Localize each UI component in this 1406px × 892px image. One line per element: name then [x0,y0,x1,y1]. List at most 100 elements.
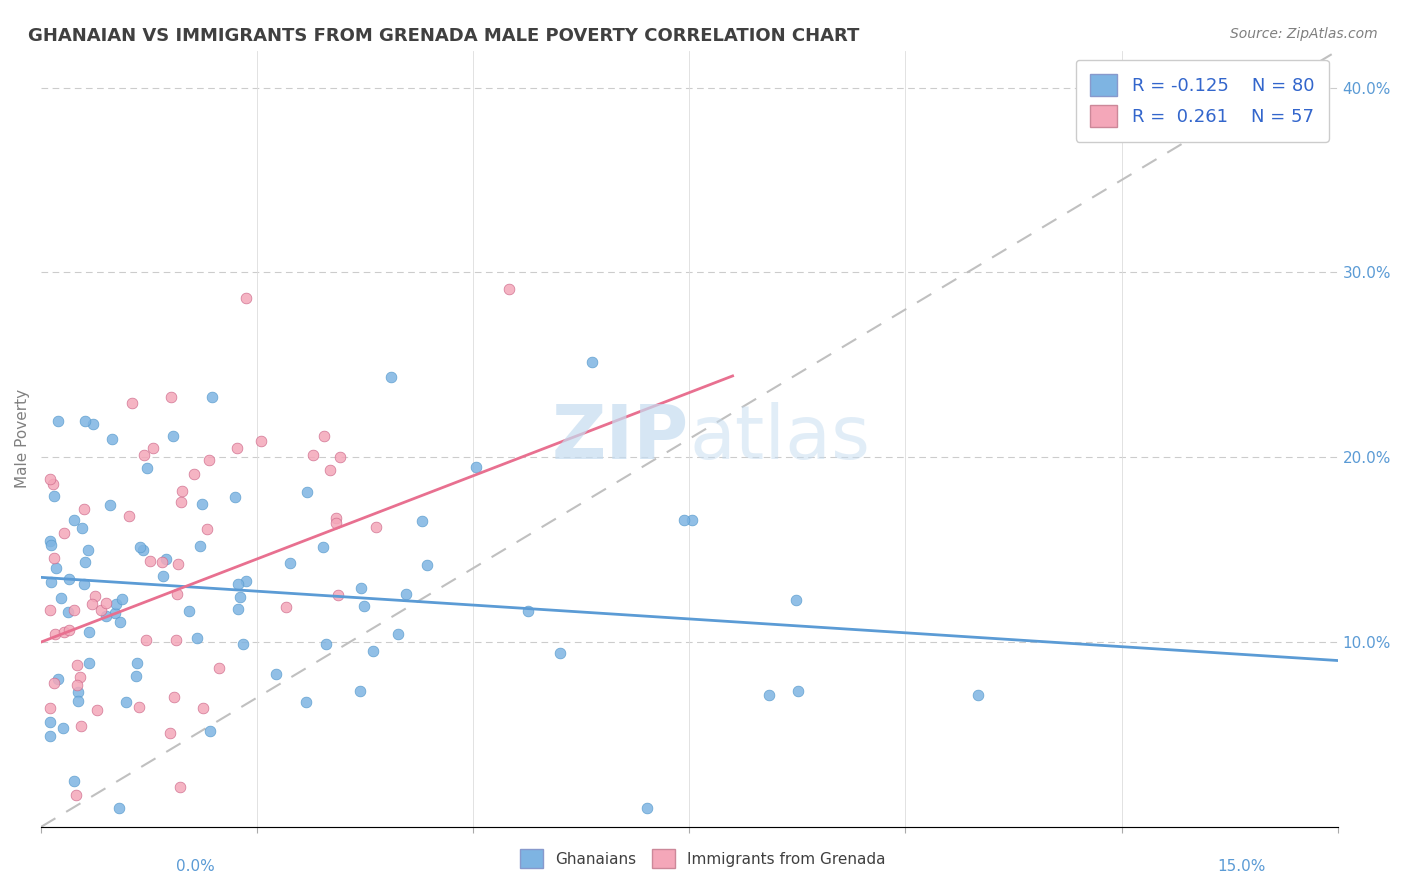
Point [94,596,117,610]
Point [228,591,250,605]
Point [39,574,62,589]
Point [128,541,150,555]
Point [41,477,63,491]
Point [128,700,150,714]
Point [66,678,89,692]
Point [787,684,810,698]
Point [38,701,60,715]
Point [38,472,60,486]
Point [329,450,352,464]
Point [38,714,60,729]
Point [38,729,60,743]
Point [94,609,117,624]
Point [349,684,371,698]
Point [58,572,80,586]
Point [172,483,194,498]
Point [295,485,318,500]
Point [38,534,60,549]
Point [115,695,138,709]
Point [464,460,486,475]
Text: 0.0%: 0.0% [176,859,215,874]
Point [66,658,89,673]
Point [73,576,96,591]
Point [52,525,75,540]
Point [188,540,211,554]
Point [966,688,988,702]
Point [416,558,439,573]
Point [312,429,335,443]
Point [548,646,571,660]
Point [125,669,148,683]
Point [155,552,177,566]
Point [42,676,65,690]
Point [325,516,347,530]
Point [235,291,257,305]
Legend: R = -0.125    N = 80, R =  0.261    N = 57: R = -0.125 N = 80, R = 0.261 N = 57 [1076,60,1329,142]
Point [169,780,191,794]
Point [191,497,214,511]
Point [159,726,181,740]
Point [98,499,121,513]
Legend: Ghanaians, Immigrants from Grenada: Ghanaians, Immigrants from Grenada [513,841,893,875]
Point [139,553,162,567]
Point [295,695,318,709]
Point [62,774,84,789]
Point [350,581,373,595]
Point [136,461,159,475]
Y-axis label: Male Poverty: Male Poverty [15,389,30,488]
Point [142,441,165,455]
Point [90,603,112,617]
Text: GHANAIAN VS IMMIGRANTS FROM GRENADA MALE POVERTY CORRELATION CHART: GHANAIAN VS IMMIGRANTS FROM GRENADA MALE… [28,27,859,45]
Point [86,703,108,717]
Point [758,689,780,703]
Text: ZIP: ZIP [553,402,689,475]
Point [516,604,538,618]
Point [69,670,91,684]
Point [380,370,402,384]
Point [101,433,124,447]
Point [46,414,69,428]
Point [111,591,134,606]
Point [58,623,80,637]
Point [41,538,63,552]
Point [152,569,174,583]
Point [70,719,93,733]
Point [42,551,65,566]
Point [42,489,65,503]
Point [681,513,703,527]
Point [163,690,186,705]
Point [66,694,89,708]
Point [63,603,86,617]
Point [198,453,221,467]
Point [177,604,200,618]
Point [108,615,131,630]
Point [131,543,153,558]
Point [44,627,66,641]
Point [366,520,388,534]
Point [636,801,658,815]
Point [498,282,520,296]
Point [166,587,188,601]
Point [581,355,603,369]
Point [108,801,131,815]
Point [363,644,385,658]
Text: 15.0%: 15.0% [1218,859,1265,874]
Point [77,542,100,557]
Point [195,522,218,536]
Point [235,574,257,589]
Point [167,557,190,571]
Point [38,603,60,617]
Point [315,637,337,651]
Point [45,561,67,575]
Point [232,637,254,651]
Point [49,591,72,606]
Text: Source: ZipAtlas.com: Source: ZipAtlas.com [1230,27,1378,41]
Point [125,656,148,670]
Point [160,390,183,404]
Point [319,463,342,477]
Point [77,656,100,670]
Point [186,632,208,646]
Point [226,442,249,456]
Point [46,672,69,686]
Point [672,513,695,527]
